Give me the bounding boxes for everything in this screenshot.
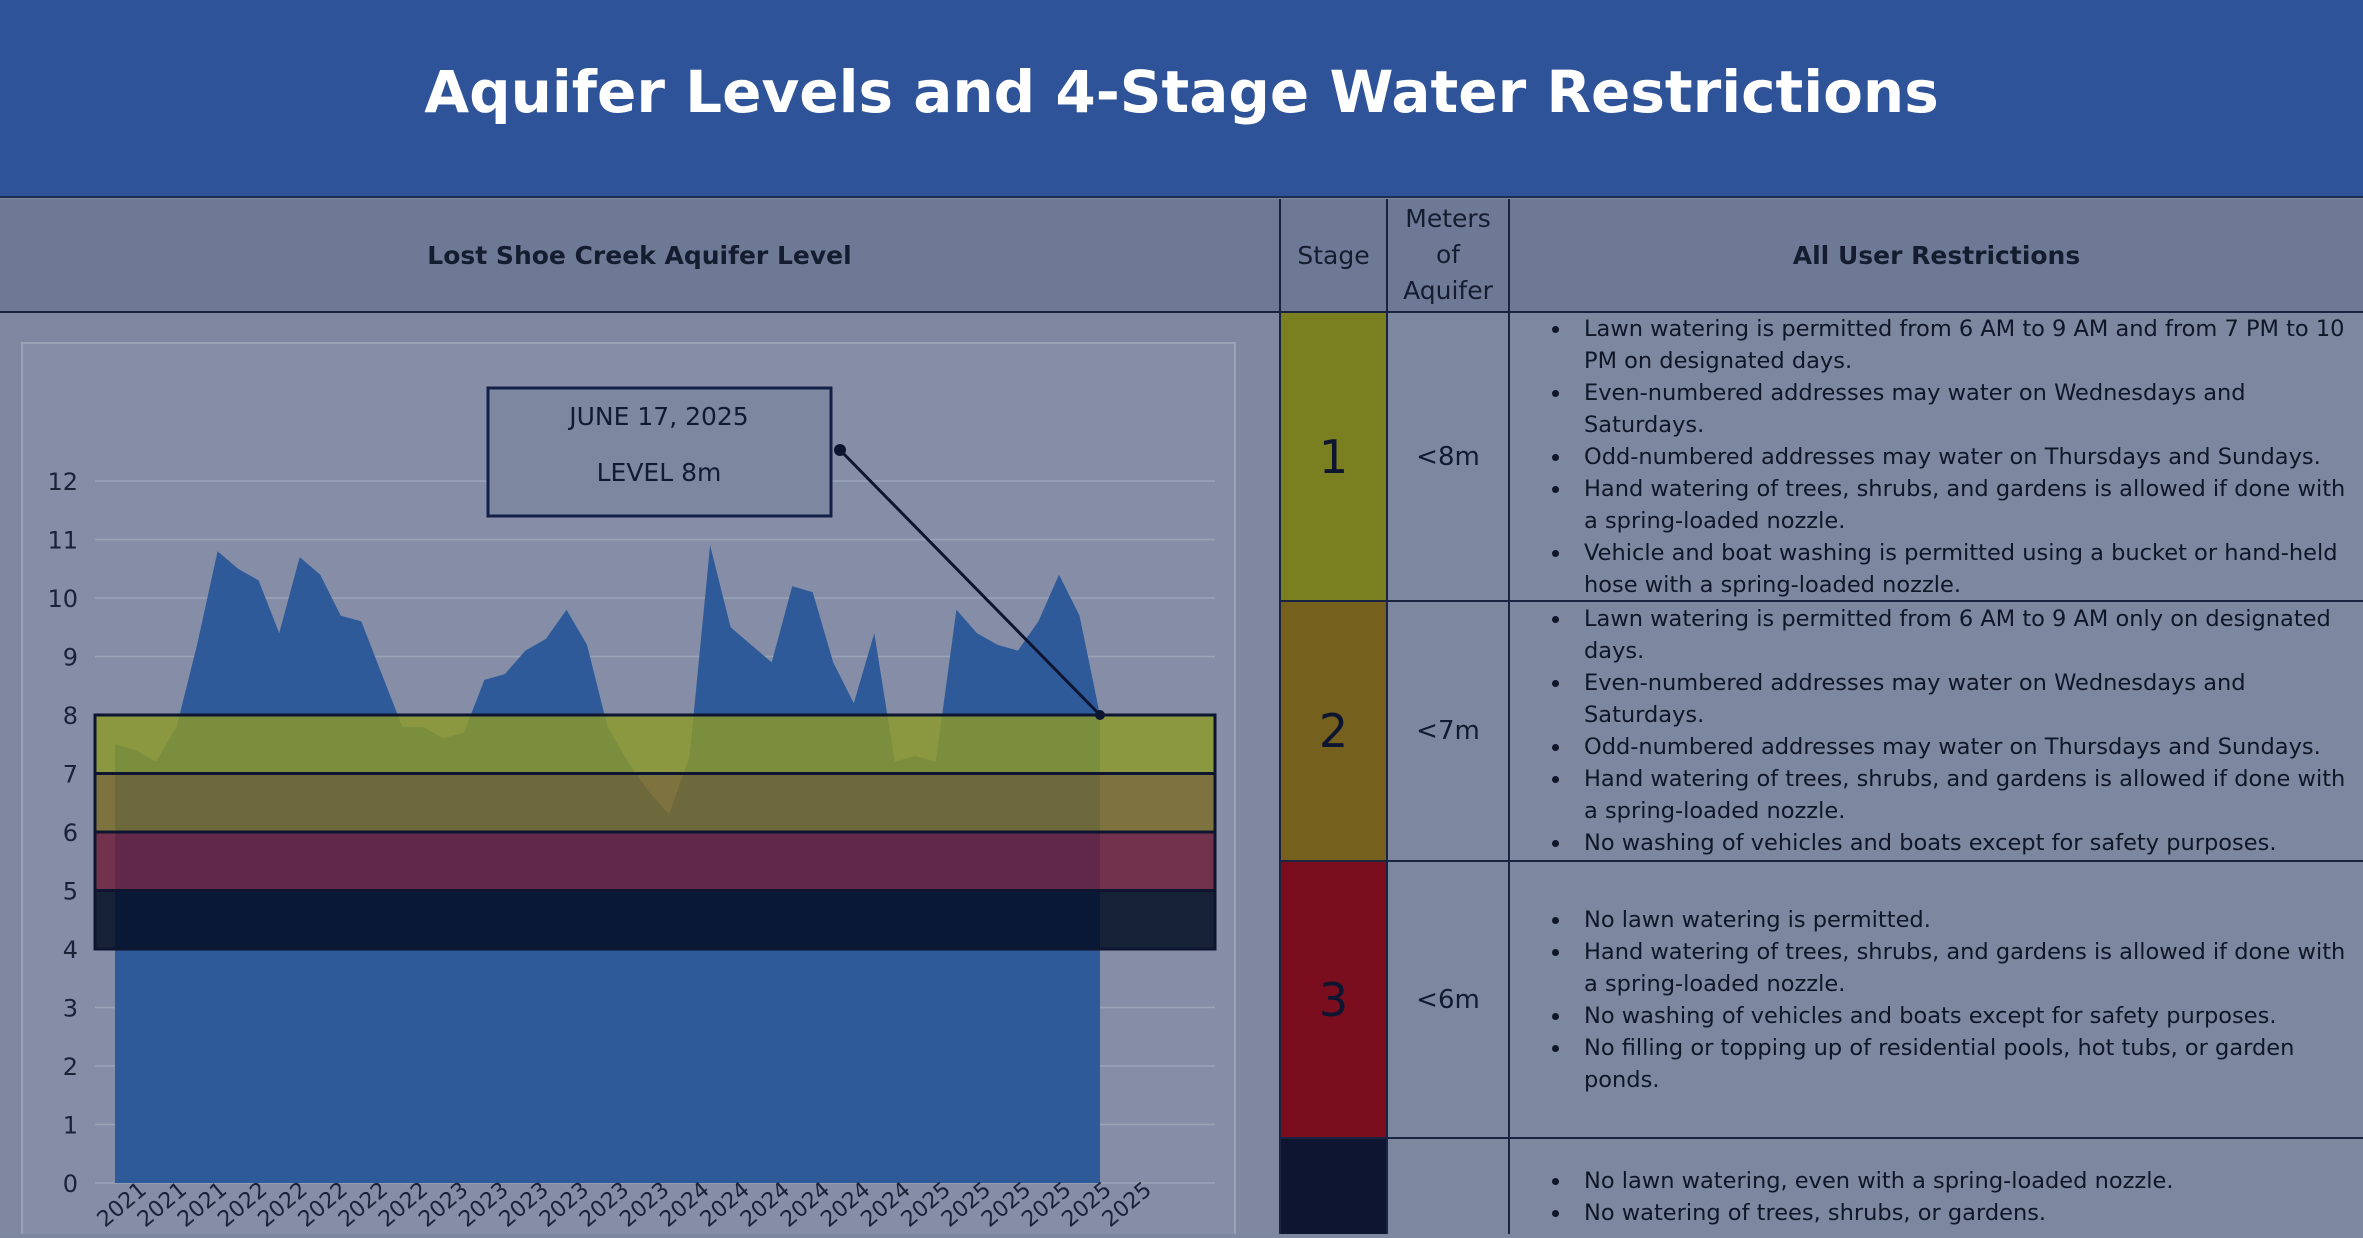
restriction-item: No washing of vehicles and boats except … (1572, 1000, 2353, 1032)
restriction-item: Lawn watering is permitted from 6 AM to … (1572, 313, 2353, 377)
meters-cell: <8m (1388, 313, 1508, 600)
meters-cell: <6m (1388, 862, 1508, 1137)
restriction-item: Hand watering of trees, shrubs, and gard… (1572, 763, 2353, 827)
stage-header-cell: Stage (1281, 199, 1386, 313)
y-tick-label: 7 (63, 761, 78, 789)
restrictions-list: Lawn watering is permitted from 6 AM to … (1536, 603, 2353, 859)
stage-header-label: Stage (1297, 240, 1370, 270)
divider-row-3 (1281, 1137, 2363, 1139)
meters-cell: <7m (1388, 602, 1508, 860)
restriction-item: Odd-numbered addresses may water on Thur… (1572, 731, 2353, 763)
y-tick-label: 4 (63, 936, 78, 964)
y-tick-label: 11 (47, 527, 78, 555)
chart-header-label: Lost Shoe Creek Aquifer Level (427, 240, 852, 270)
stage-number-cell (1281, 1139, 1386, 1234)
restriction-item: No filling or topping up of residential … (1572, 1032, 2353, 1096)
restrictions-cell: Lawn watering is permitted from 6 AM to … (1510, 602, 2363, 860)
restriction-item: Odd-numbered addresses may water on Thur… (1572, 441, 2353, 473)
y-tick-label: 8 (63, 702, 78, 730)
latest-point-marker (1095, 710, 1105, 720)
stage-number-cell: 3 (1281, 862, 1386, 1137)
restrictions-header-cell: All User Restrictions (1510, 199, 2363, 313)
divider-chart-stage (1279, 199, 1281, 1234)
y-tick-label: 9 (63, 644, 78, 672)
y-tick-label: 1 (63, 1112, 78, 1140)
restrictions-list: Lawn watering is permitted from 6 AM to … (1536, 313, 2353, 601)
restrictions-cell: No lawn watering, even with a spring-loa… (1510, 1139, 2363, 1234)
divider-row-1 (1281, 600, 2363, 602)
title-banner: Aquifer Levels and 4-Stage Water Restric… (0, 0, 2363, 198)
stage-band-2 (93, 772, 1217, 834)
meters-cell (1388, 1139, 1508, 1234)
annotation-date: JUNE 17, 2025 (567, 402, 748, 431)
y-tick-label: 3 (63, 995, 78, 1023)
stage-number: 2 (1318, 704, 1349, 758)
chart-panel: 0 1 2 3 4 5 6 7 8 9 10 11 12 2021 2021 2021 2022 2022 2022… (0, 313, 1279, 1238)
stage-number: 1 (1318, 429, 1349, 484)
meters-header-label: Meters of Aquifer (1403, 204, 1493, 305)
stage-band-1 (93, 713, 1217, 775)
restrictions-header-label: All User Restrictions (1792, 240, 2081, 270)
restriction-item: Hand watering of trees, shrubs, and gard… (1572, 473, 2353, 537)
meters-value: <6m (1416, 984, 1480, 1015)
y-tick-label: 5 (63, 878, 78, 906)
restrictions-list: No lawn watering, even with a spring-loa… (1536, 1165, 2173, 1229)
annotation-dot (834, 444, 846, 456)
restriction-item: Even-numbered addresses may water on Wed… (1572, 667, 2353, 731)
stage-number-cell: 1 (1281, 313, 1386, 600)
stage-band-4 (93, 889, 1217, 951)
stage-number: 3 (1318, 972, 1349, 1027)
restriction-item: No washing of vehicles and boats except … (1572, 827, 2353, 859)
restriction-item: Hand watering of trees, shrubs, and gard… (1572, 936, 2353, 1000)
annotation-level: LEVEL 8m (597, 458, 722, 487)
page-title: Aquifer Levels and 4-Stage Water Restric… (424, 58, 1939, 126)
annotation-leader (838, 448, 1102, 717)
restriction-item: Vehicle and boat washing is permitted us… (1572, 537, 2353, 601)
restriction-item: Lawn watering is permitted from 6 AM to … (1572, 603, 2353, 667)
restriction-item: No lawn watering is permitted. (1572, 904, 2353, 936)
meters-header-cell: Meters of Aquifer (1388, 199, 1508, 313)
restriction-item: Even-numbered addresses may water on Wed… (1572, 377, 2353, 441)
restrictions-cell: Lawn watering is permitted from 6 AM to … (1510, 313, 2363, 600)
y-tick-label: 0 (63, 1170, 78, 1198)
y-tick-label: 10 (47, 585, 78, 613)
annotation-box (486, 386, 833, 518)
divider-meters-restrictions (1508, 199, 1510, 1234)
aquifer-chart: 0123456789101112202120212021202220222022… (21, 342, 1236, 1238)
y-tick-label: 12 (47, 468, 78, 496)
meters-value: <7m (1416, 716, 1480, 746)
y-tick-label: 2 (63, 1053, 78, 1081)
restriction-item: No lawn watering, even with a spring-loa… (1572, 1165, 2173, 1197)
stage-number-cell: 2 (1281, 602, 1386, 860)
stage-band-3 (93, 830, 1217, 892)
restrictions-list: No lawn watering is permitted.Hand water… (1536, 904, 2353, 1096)
y-tick-label: 6 (63, 819, 78, 847)
chart-header-cell: Lost Shoe Creek Aquifer Level (0, 199, 1279, 313)
divider-row-2 (1281, 860, 2363, 862)
divider-stage-meters (1386, 199, 1388, 1234)
meters-value: <8m (1416, 441, 1480, 472)
restrictions-cell: No lawn watering is permitted.Hand water… (1510, 862, 2363, 1137)
restriction-item: No watering of trees, shrubs, or gardens… (1572, 1197, 2173, 1229)
